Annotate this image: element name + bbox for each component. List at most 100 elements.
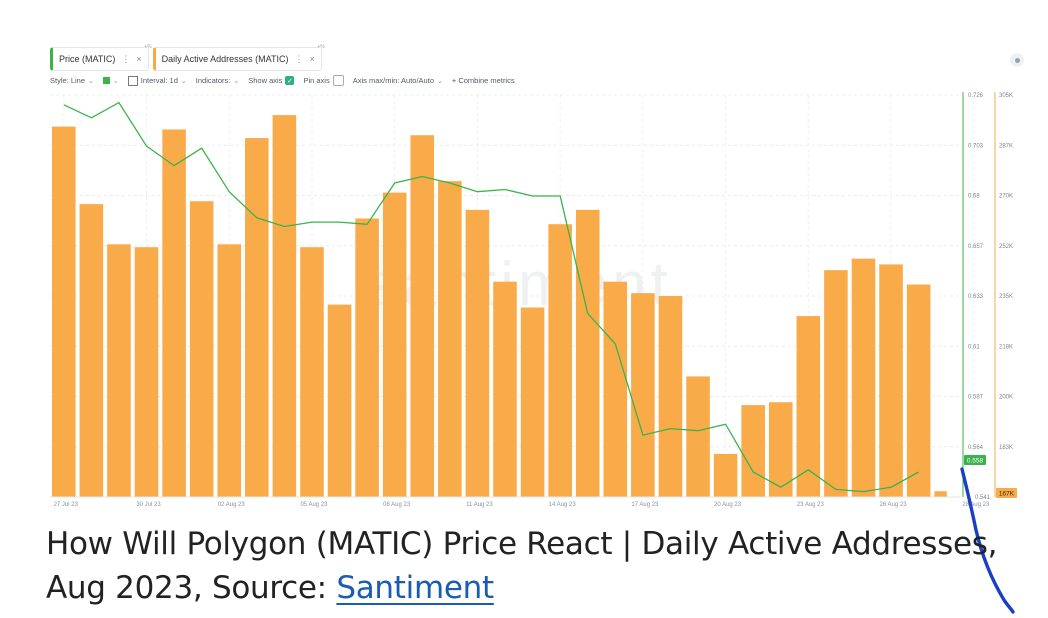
daa-bar [879, 264, 903, 497]
axis-maxmin-label: Axis max/min: Auto/Auto [352, 76, 434, 85]
daa-tick-label: 305K [999, 93, 1013, 99]
combine-metrics-button[interactable]: + Combine metrics [452, 76, 515, 85]
daa-bar [272, 115, 297, 497]
interval-dropdown[interactable]: Interval: 1d ⌄ [127, 75, 187, 86]
price-tick-label: 0.564 [968, 445, 984, 451]
price-tick-label: 0.633 [968, 294, 984, 300]
price-tick-label: 0.61 [968, 344, 980, 350]
x-tick-label: 05 Aug 23 [300, 502, 328, 508]
sparkle-icon: +% [317, 44, 325, 50]
daa-bar [520, 307, 545, 497]
daa-tick-label: 270K [999, 194, 1013, 200]
price-tick-label: 0.703 [968, 143, 984, 149]
daa-tick-label: 287K [999, 143, 1013, 149]
daa-bar [107, 244, 131, 497]
daa-bar [410, 135, 435, 497]
show-axis-toggle[interactable]: Show axis ✓ [248, 76, 295, 85]
tab-daa-label: Daily Active Addresses (MATIC) [161, 54, 289, 64]
x-tick-label: 08 Aug 23 [383, 502, 411, 508]
daa-axis: 305K 287K 270K 252K 235K 218K 200K 183K 167K [994, 92, 1017, 498]
show-axis-label: Show axis [248, 76, 283, 85]
daa-tick-label: 200K [999, 395, 1013, 401]
daa-bar [768, 402, 793, 497]
daa-tick-label: 252K [999, 244, 1013, 250]
price-tick-label: 0.587 [968, 395, 984, 401]
daa-bar [906, 284, 931, 497]
close-icon[interactable]: × [136, 54, 142, 64]
more-options-icon[interactable]: ⋮ [121, 53, 131, 64]
x-axis: 27 Jul 23 30 Jul 23 02 Aug 23 05 Aug 23 08 A… [50, 496, 990, 508]
color-picker[interactable]: ⌄ [102, 77, 119, 85]
axis-maxmin-dropdown[interactable]: Axis max/min: Auto/Auto ⌄ [353, 76, 443, 85]
daa-bar [824, 270, 848, 497]
daa-bar [355, 218, 379, 497]
daa-bar [52, 126, 76, 497]
daa-bar [382, 192, 407, 497]
price-current-label: 0.558 [967, 458, 984, 465]
x-tick-label: 27 Jul 23 [54, 502, 79, 508]
checkbox-unchecked-icon[interactable] [332, 75, 344, 86]
daa-bar [438, 181, 462, 497]
pin-axis-label: Pin axis [303, 76, 330, 85]
color-swatch [102, 77, 110, 84]
x-tick-label: 17 Aug 23 [631, 502, 659, 508]
tab-daily-active-addresses[interactable]: Daily Active Addresses (MATIC) ⋮ × +% [152, 44, 325, 71]
price-tick-label: 0.541 [975, 495, 991, 501]
daa-bar [217, 244, 242, 497]
daa-bar [658, 296, 683, 497]
daa-bar [79, 204, 104, 497]
daa-bar [162, 129, 186, 497]
x-tick-label: 20 Aug 23 [714, 502, 742, 508]
close-icon[interactable]: × [309, 54, 315, 64]
price-current-badge [964, 455, 986, 466]
daa-tick-label: 235K [999, 294, 1013, 300]
metric-tabs: Price (MATIC) ⋮ × +% Daily Active Addres… [50, 44, 325, 71]
daa-bar [713, 453, 738, 497]
x-tick-label: 23 Aug 23 [797, 502, 825, 508]
daa-bar [796, 316, 821, 497]
daa-bar [934, 491, 947, 497]
tab-price-label: Price (MATIC) [59, 54, 116, 64]
daa-bar [851, 258, 876, 497]
price-series-line [63, 101, 919, 493]
daa-current-label: 167K [999, 491, 1015, 498]
calendar-icon [127, 75, 138, 86]
indicators-label: Indicators: [195, 76, 231, 85]
chevron-down-icon: ⌄ [233, 77, 240, 85]
caption-text: How Will Polygon (MATIC) Price React | D… [46, 526, 998, 606]
daa-current-badge [996, 488, 1017, 498]
x-tick-label: 28 Aug 23 [962, 502, 990, 508]
tab-price-matic[interactable]: Price (MATIC) ⋮ × +% [50, 44, 152, 71]
daa-bar [686, 376, 710, 497]
santiment-link[interactable]: Santiment [336, 570, 494, 606]
pin-axis-toggle[interactable]: Pin axis [303, 75, 344, 86]
chart-toolbar: Style: Line ⌄ ⌄ Interval: 1d ⌄ Indicator… [50, 75, 515, 86]
checkbox-checked-icon[interactable]: ✓ [285, 76, 295, 85]
daa-bar [300, 247, 324, 497]
hand-drawn-annotation [960, 467, 1015, 614]
more-options-icon[interactable]: ⋮ [294, 53, 304, 64]
x-tick-label: 14 Aug 23 [549, 502, 577, 508]
interval-label: Interval: 1d [140, 76, 178, 85]
daa-tick-label: 183K [999, 445, 1013, 451]
settings-icon[interactable] [1010, 53, 1024, 67]
price-tick-label: 0.657 [968, 244, 984, 250]
price-axis: 0.726 0.703 0.68 0.657 0.633 0.61 0.587 0.564 0.… [962, 92, 991, 501]
caption: How Will Polygon (MATIC) Price React | D… [46, 522, 1041, 610]
daa-bar [134, 247, 159, 497]
chevron-down-icon: ⌄ [112, 77, 119, 85]
x-tick-label: 30 Jul 23 [136, 502, 161, 508]
chevron-down-icon: ⌄ [88, 77, 94, 85]
daa-tick-label: 218K [999, 344, 1013, 350]
daa-bar [245, 138, 269, 498]
daa-bar [189, 201, 214, 497]
daa-bar [603, 281, 628, 497]
style-dropdown[interactable]: Style: Line ⌄ [50, 76, 94, 85]
x-tick-label: 02 Aug 23 [218, 502, 246, 508]
indicators-dropdown[interactable]: Indicators: ⌄ [196, 76, 239, 85]
daa-bars [52, 115, 947, 498]
daa-bar [631, 293, 655, 497]
daa-bar [548, 224, 572, 497]
